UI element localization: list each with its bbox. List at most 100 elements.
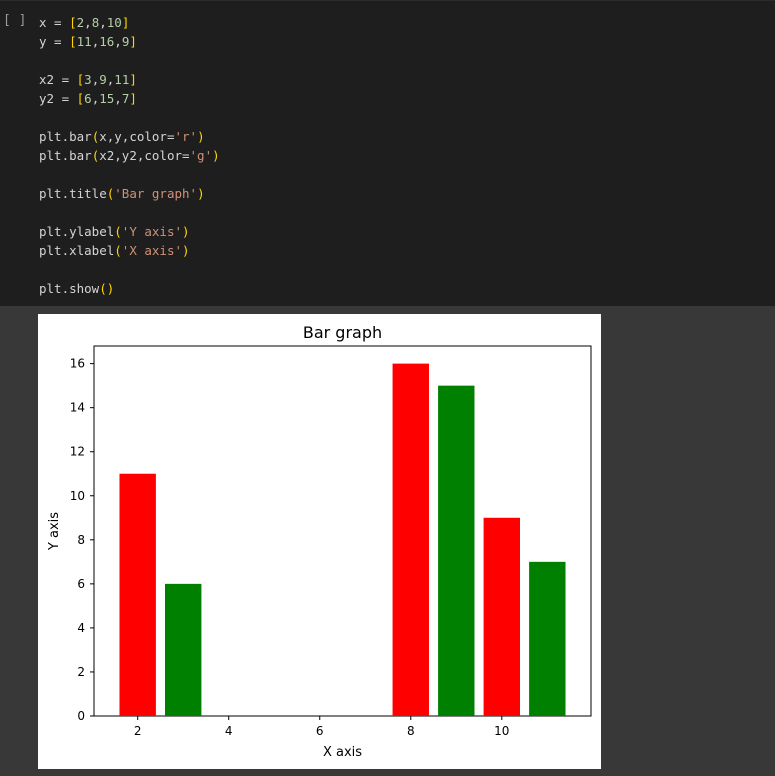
code-token: ] (129, 91, 137, 106)
code-token: ] (121, 15, 130, 30)
y-tick-label: 0 (77, 709, 85, 723)
bar-series-0-x-10 (483, 517, 520, 716)
bar-chart: 2 4 6 8 10 0 2 4 6 8 10 12 14 16 Bar graph X axis Y a… (47, 323, 592, 760)
code-token: ] (129, 34, 137, 49)
code-token: plt.ylabel (39, 224, 115, 239)
code-token: , (91, 34, 100, 49)
code-token: , (91, 72, 100, 87)
code-token: ) (197, 186, 205, 201)
x-tick-label: 8 (407, 724, 415, 738)
code-line[interactable]: x = [2,8,10] (39, 13, 220, 32)
code-token: plt.title (39, 186, 107, 201)
code-token: x2,y2,color= (99, 148, 190, 163)
code-line[interactable] (39, 51, 220, 70)
code-token: ( (106, 186, 115, 201)
code-token: x = (39, 15, 70, 30)
bar-series-1-x-9 (438, 385, 475, 716)
code-token: () (99, 281, 115, 296)
code-token: ( (91, 148, 100, 163)
code-token: 11 (114, 72, 130, 87)
y-tick-label: 2 (77, 665, 85, 679)
code-token: , (106, 72, 115, 87)
bar-series-1-x-3 (165, 583, 202, 716)
code-line[interactable] (39, 203, 220, 222)
x-tick-label: 4 (225, 724, 233, 738)
x-axis-label: X axis (323, 745, 362, 760)
code-line[interactable]: plt.show() (39, 279, 220, 298)
x-tick-label: 2 (134, 724, 142, 738)
code-line[interactable]: plt.ylabel('Y axis') (39, 222, 220, 241)
code-token: , (114, 91, 122, 106)
code-token: 'Y axis' (121, 224, 183, 239)
code-token: 'X axis' (121, 243, 183, 258)
code-token: 'Bar graph' (114, 186, 198, 201)
code-token: ] (129, 72, 137, 87)
chart-title: Bar graph (303, 323, 382, 342)
code-token: 7 (121, 91, 130, 106)
y-tick-label: 10 (70, 489, 85, 503)
code-token: 'r' (174, 129, 198, 144)
code-line[interactable]: plt.bar(x,y,color='r') (39, 127, 220, 146)
code-token: y = (39, 34, 70, 49)
code-token: 9 (121, 34, 130, 49)
code-token: ) (197, 129, 205, 144)
x-tick-label: 6 (316, 724, 324, 738)
run-cell-button[interactable]: [ ] (3, 13, 27, 28)
code-token: [ (76, 91, 85, 106)
bar-series-0-x-8 (392, 363, 429, 716)
code-line[interactable] (39, 108, 220, 127)
y-tick-label: 14 (70, 401, 85, 415)
bar-series-1-x-11 (529, 561, 566, 716)
y-tick-label: 6 (77, 577, 85, 591)
code-line[interactable]: plt.xlabel('X axis') (39, 241, 220, 260)
code-token: 16 (99, 34, 115, 49)
code-token: , (91, 91, 100, 106)
code-token: plt.bar (39, 129, 92, 144)
code-token: x,y,color= (99, 129, 175, 144)
code-token: , (114, 34, 122, 49)
code-token: y2 = (39, 91, 77, 106)
code-line[interactable]: y = [11,16,9] (39, 32, 220, 51)
code-line[interactable]: x2 = [3,9,11] (39, 70, 220, 89)
code-token: [ (76, 72, 85, 87)
y-tick-label: 16 (70, 357, 85, 371)
bar-series-0-x-2 (119, 473, 156, 716)
code-token: 8 (91, 15, 100, 30)
x-tick-label: 10 (494, 724, 509, 738)
y-tick-label: 4 (77, 621, 85, 635)
code-token: plt.show (39, 281, 100, 296)
code-token: [ (69, 34, 77, 49)
code-token: , (84, 15, 92, 30)
code-token: 'g' (189, 148, 213, 163)
code-token: 9 (99, 72, 107, 87)
code-line[interactable] (39, 165, 220, 184)
code-editor[interactable]: x = [2,8,10] y = [11,16,9] x2 = [3,9,11] y2… (39, 13, 220, 298)
plot-area (93, 345, 592, 717)
code-token: ( (91, 129, 100, 144)
y-axis-label: Y axis (47, 512, 62, 551)
code-token: ( (114, 224, 122, 239)
code-token: 15 (99, 91, 115, 106)
code-token: plt.xlabel (39, 243, 115, 258)
code-token: ( (114, 243, 122, 258)
code-token: ) (212, 148, 220, 163)
code-token: 6 (84, 91, 92, 106)
y-tick-label: 8 (77, 533, 85, 547)
code-token: x2 = (39, 72, 77, 87)
code-line[interactable]: y2 = [6,15,7] (39, 89, 220, 108)
code-token: 10 (106, 15, 122, 30)
code-line[interactable]: plt.title('Bar graph') (39, 184, 220, 203)
code-token: ) (182, 243, 190, 258)
figure: 2 4 6 8 10 0 2 4 6 8 10 12 14 16 Bar graph X axis Y a… (38, 314, 601, 769)
code-line[interactable]: plt.bar(x2,y2,color='g') (39, 146, 220, 165)
code-token: 2 (76, 15, 85, 30)
y-tick-label: 12 (70, 445, 85, 459)
code-token: plt.bar (39, 148, 92, 163)
code-token: ) (182, 224, 190, 239)
code-line[interactable] (39, 260, 220, 279)
code-cell[interactable]: [ ] x = [2,8,10] y = [11,16,9] x2 = [3,9,1… (0, 0, 775, 306)
code-token: 3 (84, 72, 92, 87)
code-token: 11 (76, 34, 92, 49)
code-token: , (99, 15, 107, 30)
code-token: [ (69, 15, 77, 30)
